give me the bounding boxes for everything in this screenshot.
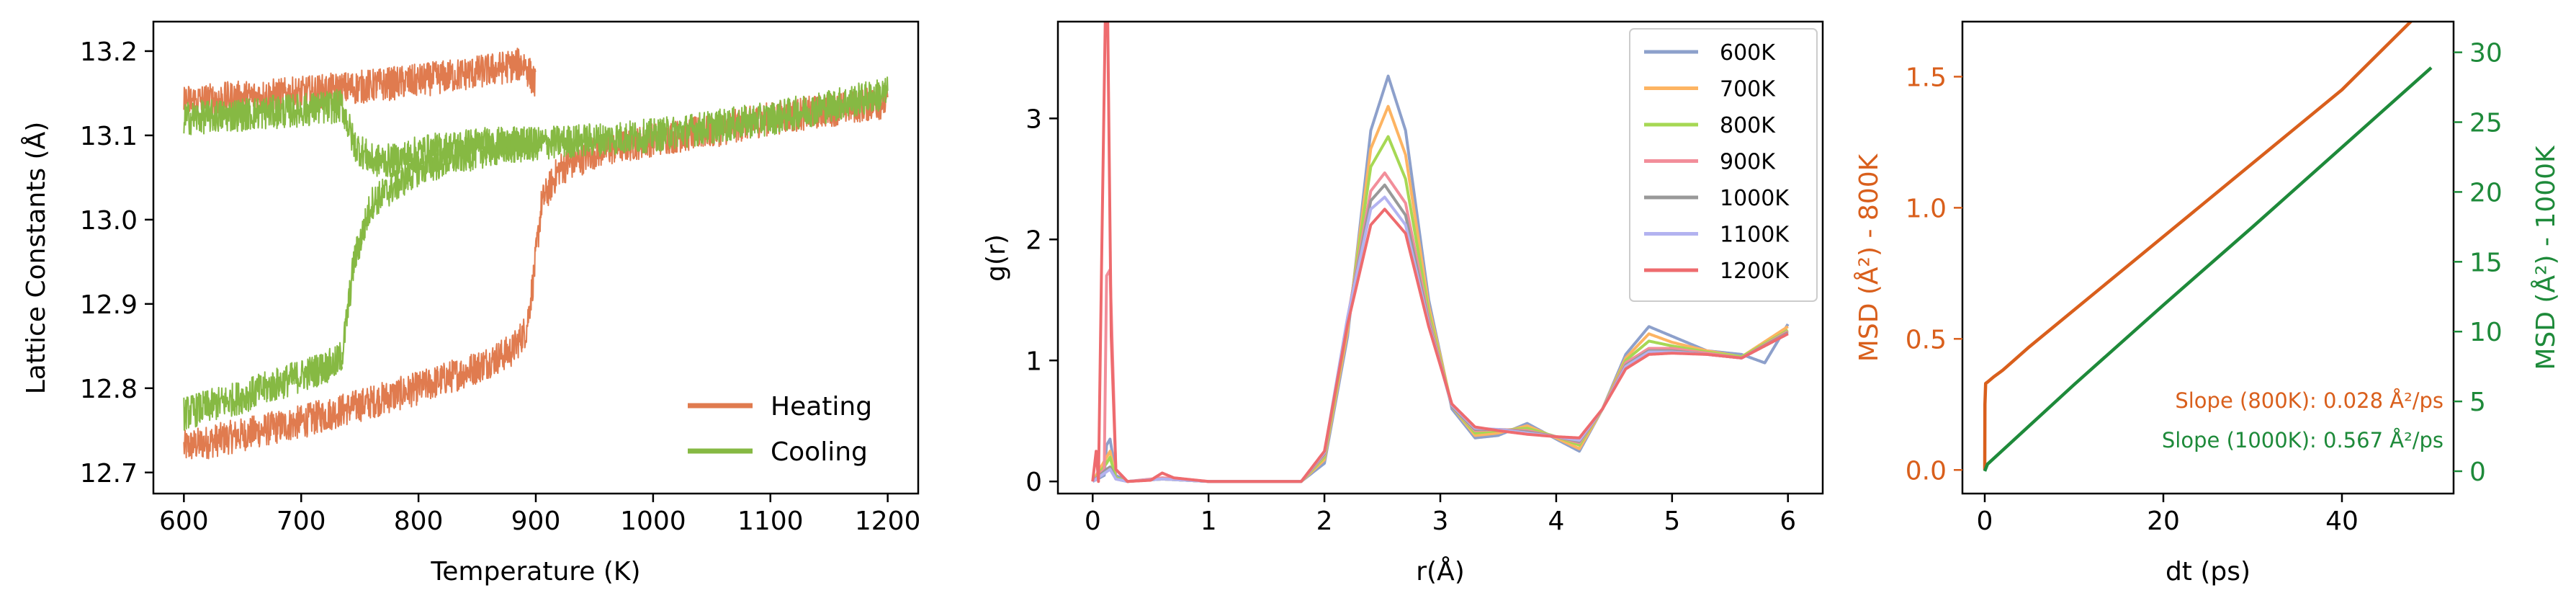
rdf-legend-label-700k: 700K — [1720, 77, 1776, 102]
rdf-y-axis-label: g(r) — [982, 234, 1011, 282]
rdf-legend: 600K 700K 800K 900K 1000K 1100K 1200K — [1629, 28, 1818, 302]
msd-x-axis-label: dt (ps) — [2166, 557, 2250, 587]
rdf-y-tick-label: 1 — [1026, 347, 1042, 376]
msd-right-y-tick-label: 10 — [2469, 318, 2503, 347]
rdf-legend-label-1000k: 1000K — [1720, 186, 1790, 211]
msd-ticks: 0 20 40 0.0 0.5 1.0 1.5 0 5 10 15 20 25 30 — [1906, 39, 2503, 536]
msd-right-y-tick-label: 25 — [2469, 109, 2503, 138]
msd-series-left — [1983, 22, 2413, 470]
msd-left-y-tick-label: 1.5 — [1906, 63, 1947, 92]
rdf-y-tick-label: 3 — [1026, 104, 1042, 134]
lattice-y-tick-label: 12.9 — [80, 290, 138, 320]
msd-annotation-slope-800k: Slope (800K): 0.028 Å²/ps — [2175, 388, 2443, 413]
msd-right-y-tick-label: 30 — [2469, 39, 2503, 68]
rdf-y-tick-label: 0 — [1026, 468, 1042, 497]
rdf-legend-label-900k: 900K — [1720, 150, 1776, 175]
series-heating-segment-1 — [183, 48, 537, 119]
panel-msd: 0 20 40 0.0 0.5 1.0 1.5 0 5 10 15 20 25 30 dt (ps) MS… — [1853, 20, 2561, 587]
rdf-ticks: 0 1 2 3 4 5 6 0 1 2 3 — [1026, 104, 1796, 536]
lattice-x-tick-label: 700 — [277, 507, 326, 536]
msd-right-y-tick-label: 15 — [2469, 248, 2503, 277]
msd-left-y-tick-label: 0.0 — [1906, 456, 1947, 486]
msd-right-y-tick-label: 20 — [2469, 178, 2503, 208]
panel-lattice-constants: 600 700 800 900 1000 1100 1200 12.7 12.8 12.9 13.0… — [20, 20, 921, 587]
msd-left-y-tick-label: 0.5 — [1906, 325, 1947, 354]
series-cooling-segment-0 — [183, 342, 344, 431]
lattice-y-tick-label: 12.8 — [80, 375, 138, 404]
rdf-legend-label-800k: 800K — [1720, 113, 1776, 138]
msd-x-tick-label: 40 — [2325, 507, 2359, 536]
lattice-legend: Heating Cooling — [688, 392, 872, 467]
lattice-y-tick-label: 12.7 — [80, 459, 138, 489]
rdf-y-tick-label: 2 — [1026, 226, 1042, 255]
lattice-x-tick-label: 600 — [159, 507, 209, 536]
lattice-y-tick-label: 13.2 — [80, 37, 138, 67]
msd-right-y-tick-label: 0 — [2469, 458, 2486, 487]
msd-right-y-axis-label: MSD (Å²) - 1000K — [2530, 145, 2561, 370]
lattice-y-tick-label: 13.1 — [80, 122, 138, 151]
rdf-x-tick-label: 0 — [1085, 507, 1101, 536]
msd-left-y-axis-label: MSD (Å²) - 800K — [1853, 153, 1884, 362]
series-cooling-segment-2 — [183, 89, 537, 178]
lattice-x-tick-label: 1100 — [737, 507, 804, 536]
rdf-x-tick-label: 6 — [1780, 507, 1796, 536]
series-cooling-segment-1 — [341, 76, 889, 365]
rdf-x-tick-label: 2 — [1316, 507, 1333, 536]
lattice-x-tick-label: 1200 — [855, 507, 921, 536]
lattice-y-axis-label: Lattice Constants (Å) — [20, 122, 51, 395]
lattice-x-tick-label: 900 — [511, 507, 561, 536]
lattice-ticks: 600 700 800 900 1000 1100 1200 12.7 12.8 12.9 13.0… — [80, 37, 921, 536]
lattice-y-tick-label: 13.0 — [80, 206, 138, 236]
rdf-legend-label-1200k: 1200K — [1720, 259, 1790, 284]
lattice-plot-area — [183, 48, 889, 460]
legend-label-heating: Heating — [771, 392, 872, 422]
rdf-plot-area — [1091, 22, 1790, 483]
lattice-x-axis-label: Temperature (K) — [430, 557, 640, 587]
msd-annotation-slope-1000k: Slope (1000K): 0.567 Å²/ps — [2162, 428, 2443, 452]
rdf-x-axis-label: r(Å) — [1416, 556, 1465, 587]
rdf-x-tick-label: 1 — [1201, 507, 1217, 536]
legend-label-cooling: Cooling — [771, 437, 868, 467]
msd-right-y-tick-label: 5 — [2469, 388, 2486, 417]
rdf-x-tick-label: 3 — [1432, 507, 1449, 536]
msd-x-tick-label: 20 — [2147, 507, 2180, 536]
msd-left-y-tick-label: 1.0 — [1906, 194, 1947, 223]
msd-axes-frame — [1961, 20, 2455, 495]
msd-plot-area — [1983, 22, 2433, 472]
rdf-x-tick-label: 4 — [1548, 507, 1564, 536]
lattice-x-tick-label: 800 — [394, 507, 444, 536]
panel-rdf: 0 1 2 3 4 5 6 0 1 2 3 r(Å) g(r) 600K 700K 800K 900K 10… — [982, 20, 1824, 587]
msd-series-right — [1983, 66, 2433, 472]
rdf-legend-label-1100k: 1100K — [1720, 223, 1790, 248]
rdf-legend-label-600k: 600K — [1720, 40, 1776, 66]
lattice-x-tick-label: 1000 — [620, 507, 686, 536]
rdf-x-tick-label: 5 — [1664, 507, 1680, 536]
msd-x-tick-label: 0 — [1977, 507, 1993, 536]
rdf-series-1200k — [1091, 22, 1789, 483]
